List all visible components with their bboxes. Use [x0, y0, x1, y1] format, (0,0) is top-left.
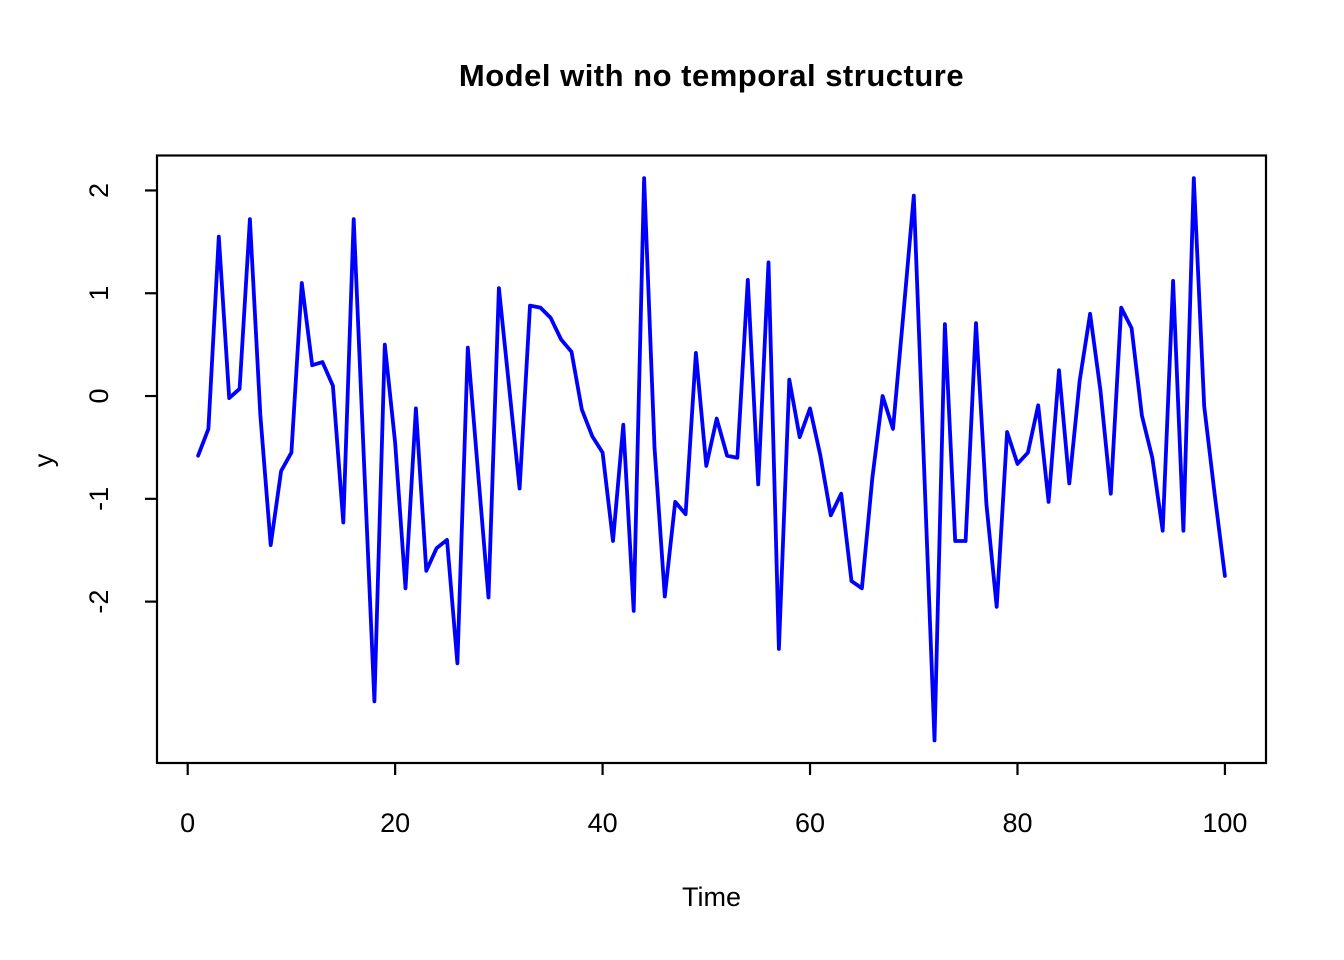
- x-tick-label: 20: [380, 808, 410, 838]
- x-tick-label: 40: [588, 808, 618, 838]
- y-tick-label: -1: [84, 487, 114, 511]
- y-tick-label: -2: [84, 590, 114, 614]
- y-axis-label: y: [28, 453, 59, 468]
- x-tick-label: 80: [1002, 808, 1032, 838]
- plot-box: [155, 154, 1268, 765]
- x-tick-label: 60: [795, 808, 825, 838]
- y-tick-label: 1: [84, 286, 114, 301]
- x-tick-label: 100: [1202, 808, 1247, 838]
- chart-title: Model with no temporal structure: [458, 58, 965, 93]
- x-tick-label: 0: [180, 808, 195, 838]
- y-tick-label: 2: [84, 183, 114, 198]
- y-tick-label: 0: [84, 389, 114, 404]
- series-line: [196, 176, 1227, 743]
- x-axis-label: Time: [682, 882, 741, 912]
